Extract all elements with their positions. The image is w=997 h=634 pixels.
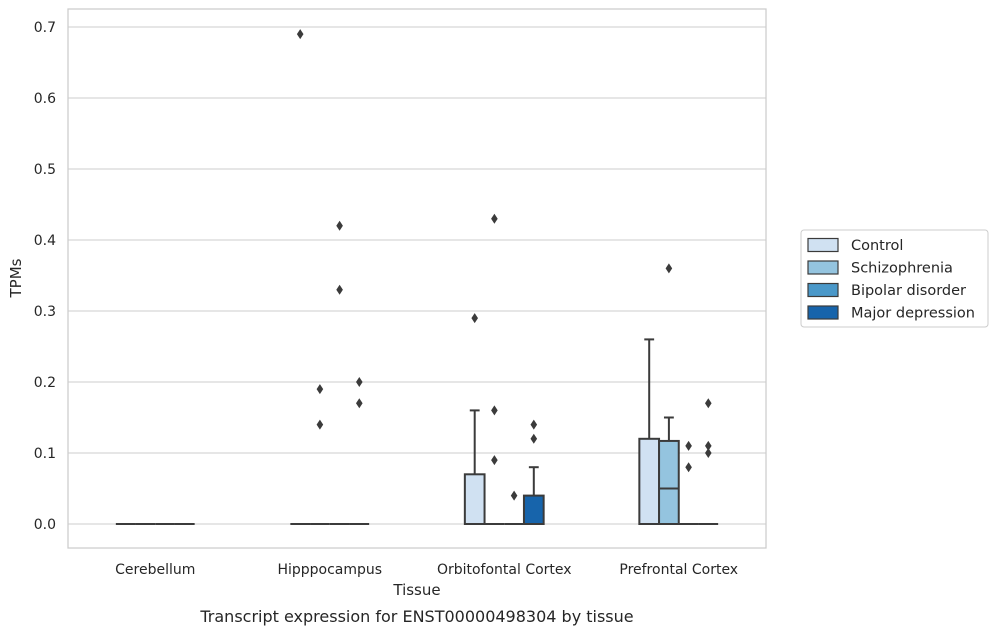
- legend: Control Schizophrenia Bipolar disorder Majo…: [800, 229, 989, 328]
- outlier-point: [491, 455, 498, 466]
- plot-frame: [67, 8, 767, 549]
- outlier-point: [705, 398, 712, 409]
- legend-label: Schizophrenia: [851, 261, 953, 277]
- outlier-point: [356, 398, 363, 409]
- outlier-point: [316, 419, 324, 430]
- box-bipolar-disorder: [678, 440, 699, 525]
- y-tick-label: 0.0: [34, 517, 56, 533]
- outlier-point: [316, 384, 324, 395]
- outlier-point: [665, 263, 673, 274]
- outlier-point: [530, 419, 538, 430]
- outlier-point: [530, 433, 538, 444]
- box-control: [290, 29, 311, 525]
- legend-swatch: [807, 260, 839, 275]
- legend-label: Control: [851, 238, 903, 254]
- x-tick-label: Cerebellum: [115, 562, 195, 578]
- outlier-point: [685, 440, 692, 451]
- legend-swatch: [807, 305, 839, 320]
- outlier-point: [491, 405, 498, 416]
- y-tick-label: 0.5: [34, 162, 56, 178]
- legend-frame: [800, 229, 989, 328]
- box-schizophrenia: [310, 384, 330, 525]
- box-control: [638, 338, 661, 525]
- outlier-point: [471, 313, 478, 324]
- outlier-point: [296, 29, 304, 40]
- boxes: [115, 29, 719, 526]
- outlier-point: [705, 440, 712, 451]
- outlier-point: [356, 377, 363, 387]
- box-major-depression: [698, 398, 719, 525]
- legend-label: Major depression: [851, 306, 975, 322]
- box-body: [463, 473, 486, 525]
- y-tick-labels: 0.0 0.1 0.2 0.3 0.4 0.5 0.6 0.7: [34, 20, 56, 533]
- y-axis-label: TPMs: [7, 258, 25, 298]
- y-tick-label: 0.2: [34, 375, 56, 391]
- box-body: [638, 437, 661, 525]
- outlier-point: [336, 220, 343, 231]
- x-axis-label: Tissue: [392, 581, 440, 599]
- x-tick-label: Hipppocampus: [277, 562, 382, 578]
- x-tick-labels: Cerebellum Hipppocampus Orbitofontal Corte…: [115, 562, 738, 578]
- box-schizophrenia: [658, 263, 680, 525]
- box-bipolar-disorder: [504, 490, 524, 525]
- box-body: [658, 439, 680, 525]
- y-tick-label: 0.3: [34, 304, 56, 320]
- y-tick-label: 0.4: [34, 233, 56, 249]
- x-tick-label: Prefrontal Cortex: [619, 562, 738, 578]
- legend-swatch: [807, 237, 839, 253]
- x-tick-label: Orbitofontal Cortex: [437, 562, 572, 578]
- box-bipolar-disorder: [329, 220, 350, 525]
- box-control: [463, 313, 486, 525]
- y-tick-label: 0.1: [34, 446, 56, 462]
- legend-swatch: [807, 282, 839, 298]
- y-tick-label: 0.6: [34, 91, 56, 107]
- chart-caption: Transcript expression for ENST0000049830…: [199, 607, 633, 626]
- box-major-depression: [349, 377, 370, 525]
- box-major-depression: [522, 419, 545, 526]
- box-schizophrenia: [484, 213, 505, 525]
- outlier-point: [491, 213, 498, 224]
- legend-label: Bipolar disorder: [851, 283, 966, 299]
- y-tick-label: 0.7: [34, 20, 56, 36]
- outlier-point: [705, 448, 712, 458]
- box-body: [522, 494, 545, 526]
- outlier-point: [336, 284, 343, 295]
- outlier-point: [510, 490, 518, 501]
- outlier-point: [685, 462, 692, 473]
